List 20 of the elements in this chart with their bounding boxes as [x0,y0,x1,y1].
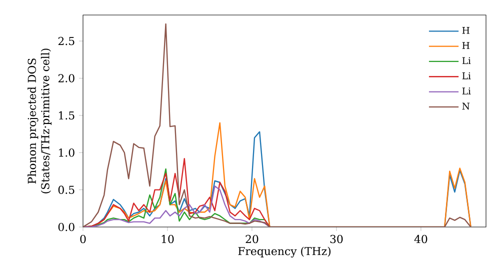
x-tick-label: 20 [246,234,258,244]
x-axis-title: Frequency (THz) [238,246,331,258]
x-tick-label: 40 [414,234,428,244]
legend-label: N [462,102,470,110]
y-tick-label: 1.0 [59,148,74,157]
legend-label: Li [462,57,471,64]
y-tick-label: 2.0 [58,74,74,82]
y-tick-label: 0.5 [58,186,74,194]
legend-label: Li [462,88,471,94]
x-tick-label: 0 [80,234,86,244]
line-series [83,158,270,227]
legend-label: H [462,42,470,49]
y-axis-title: Phonon projected DOS (States/THz·primitive cell) [28,48,52,194]
x-tick-label: 10 [162,234,174,244]
y-tick-label: 1.5 [59,111,74,120]
legend-label: Li [462,72,471,80]
x-tick-label: 30 [330,234,343,244]
y-tick-label: 0.0 [58,222,74,232]
legend-label: H [462,26,470,34]
y-tick-label: 2.5 [58,36,74,46]
